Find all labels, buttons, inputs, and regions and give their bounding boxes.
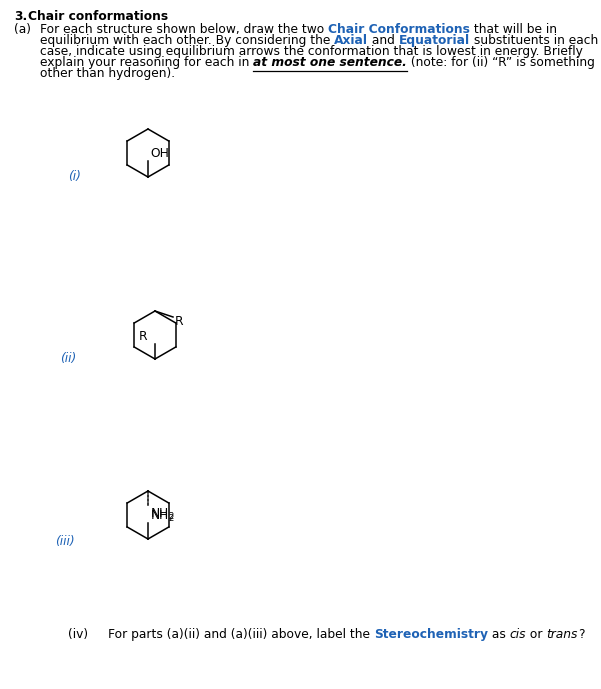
Text: and: and: [368, 34, 399, 47]
Text: as: as: [488, 628, 510, 641]
Text: (a): (a): [14, 23, 31, 36]
Text: For each structure shown below, draw the two: For each structure shown below, draw the…: [40, 23, 328, 36]
Text: R: R: [138, 330, 147, 343]
Text: explain your reasoning for each in: explain your reasoning for each in: [40, 56, 253, 69]
Text: NH$_2$: NH$_2$: [150, 507, 175, 522]
Text: OH: OH: [150, 147, 169, 160]
Text: (note: for (ii) “R” is something: (note: for (ii) “R” is something: [407, 56, 595, 69]
Text: equilibrium with each other. By considering the: equilibrium with each other. By consider…: [40, 34, 334, 47]
Text: other than hydrogen).: other than hydrogen).: [40, 67, 175, 80]
Text: case, indicate using equilibrium arrows the conformation that is lowest in energ: case, indicate using equilibrium arrows …: [40, 45, 583, 58]
Text: 3.: 3.: [14, 10, 27, 23]
Text: (iv): (iv): [68, 628, 88, 641]
Text: Chair Conformations: Chair Conformations: [328, 23, 470, 36]
Text: For parts (a)(ii) and (a)(iii) above, label the: For parts (a)(ii) and (a)(iii) above, la…: [108, 628, 374, 641]
Text: Axial: Axial: [334, 34, 368, 47]
Text: Stereochemistry: Stereochemistry: [374, 628, 488, 641]
Text: (i): (i): [68, 170, 81, 183]
Text: (ii): (ii): [60, 352, 76, 365]
Text: Equatorial: Equatorial: [399, 34, 470, 47]
Text: trans: trans: [546, 628, 578, 641]
Text: at most one sentence.: at most one sentence.: [253, 56, 407, 69]
Text: substituents in each: substituents in each: [470, 34, 599, 47]
Text: NH$_2$: NH$_2$: [150, 509, 175, 524]
Text: cis: cis: [510, 628, 526, 641]
Text: R: R: [175, 315, 183, 328]
Text: or: or: [526, 628, 546, 641]
Text: (iii): (iii): [55, 535, 75, 548]
Text: Chair conformations: Chair conformations: [28, 10, 168, 23]
Text: that will be in: that will be in: [470, 23, 557, 36]
Text: ?: ?: [578, 628, 584, 641]
